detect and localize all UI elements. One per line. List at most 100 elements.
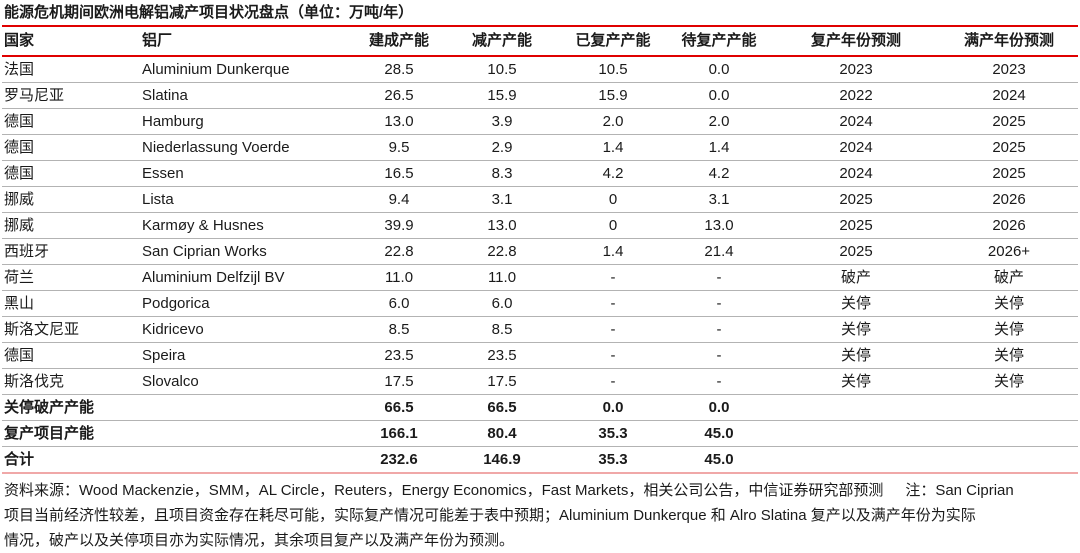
cell: 45.0 [704,425,734,442]
header-cell: 减产产能 [471,32,532,49]
table-title: 能源危机期间欧洲电解铝减产项目状况盘点（单位：万吨/年） [4,4,414,21]
cell: - [716,269,722,286]
cell: 15.9 [598,87,628,104]
cell: 9.4 [388,191,410,208]
cell: 2023 [992,61,1026,78]
table-row: 黑山 Podgorica 6.0 6.0 - - 关停 关停 [2,291,1078,317]
summary-row: 关停破产产能 66.5 66.5 0.0 0.0 [2,395,1078,421]
cell: - [610,295,616,312]
cell: 0.0 [602,399,624,416]
cell: 2023 [839,61,873,78]
cell: 66.5 [487,399,517,416]
cell [940,447,1078,474]
cell: 16.5 [384,165,414,182]
cell: San Ciprian Works [142,243,267,260]
table-row: 荷兰 Aluminium Delfzijl BV 11.0 11.0 - - 破产 破产 [2,265,1078,291]
cell [940,395,1078,421]
table-row: 挪威 Karmøy & Husnes 39.9 13.0 0 13.0 2025 2026 [2,213,1078,239]
cell: 西班牙 [4,243,50,260]
cell: 2025 [839,217,873,234]
cell: 2025 [839,243,873,260]
cell: Speira [142,347,186,364]
table-row: 德国 Hamburg 13.0 3.9 2.0 2.0 2024 2025 [2,109,1078,135]
cell: 法国 [4,61,35,78]
cell: 28.5 [384,61,414,78]
cell: 德国 [4,139,35,156]
cell: 45.0 [704,451,734,468]
cell: 0.0 [708,61,730,78]
table-row: 挪威 Lista 9.4 3.1 0 3.1 2025 2026 [2,187,1078,213]
cell: 13.0 [704,217,734,234]
cell: 6.0 [491,295,513,312]
footnote-line-3: 情况，破产以及关停项目亦为实际情况，其余项目复产以及满产年份为预测。 [4,532,515,549]
cell: 1.4 [602,243,624,260]
cell: 11.0 [384,269,414,286]
cell: - [716,321,722,338]
cell: 22.8 [487,243,517,260]
summary-label: 复产项目产能 [4,425,95,442]
cell: 13.0 [384,113,414,130]
cell: Slovalco [142,373,199,390]
capacity-table: 国家 铝厂 建成产能 减产产能 已复产产能 待复产产能 复产年份预测 满产年份预测 法国 Alu… [2,25,1078,474]
cell: Podgorica [142,295,210,312]
cell: 2025 [992,165,1026,182]
cell: - [610,321,616,338]
cell: Hamburg [142,113,204,130]
cell: 166.1 [380,425,418,442]
cell: 关停 [840,295,871,312]
cell: - [716,373,722,390]
table-row: 斯洛文尼亚 Kidricevo 8.5 8.5 - - 关停 关停 [2,317,1078,343]
cell: 13.0 [487,217,517,234]
cell: 挪威 [4,217,35,234]
cell: 8.5 [388,321,410,338]
cell: - [610,269,616,286]
cell: 破产 [993,269,1024,286]
footnote-line-2: 项目当前经济性较差，且项目资金存在耗尽可能，实际复产情况可能差于表中预期；Alu… [4,507,976,524]
cell: 26.5 [384,87,414,104]
source-text: 资料来源：Wood Mackenzie，SMM，AL Circle，Reuter… [4,482,884,499]
cell: 3.1 [708,191,730,208]
cell: Lista [142,191,174,208]
cell: Essen [142,165,184,182]
cell: 2024 [839,139,873,156]
cell: Karmøy & Husnes [142,217,264,234]
header-row: 国家 铝厂 建成产能 减产产能 已复产产能 待复产产能 复产年份预测 满产年份预测 [2,26,1078,56]
cell: 2026 [992,217,1026,234]
cell: 1.4 [708,139,730,156]
cell: 2025 [992,139,1026,156]
cell [772,447,940,474]
cell: 2026+ [987,243,1031,260]
cell: 2025 [839,191,873,208]
cell: 2024 [839,113,873,130]
cell: 挪威 [4,191,35,208]
cell: 10.5 [598,61,628,78]
cell: 荷兰 [4,269,35,286]
header-cell: 建成产能 [368,32,429,49]
cell: 关停 [993,347,1024,364]
cell: 2024 [992,87,1026,104]
cell: 关停 [840,373,871,390]
footnote-line-1: 资料来源：Wood Mackenzie，SMM，AL Circle，Reuter… [4,478,1076,503]
table-row: 西班牙 San Ciprian Works 22.8 22.8 1.4 21.4 2025 2… [2,239,1078,265]
cell: 德国 [4,347,35,364]
cell: 11.0 [487,269,517,286]
cell: 黑山 [4,295,35,312]
header-cell: 国家 [4,32,35,49]
cell: 0.0 [708,399,730,416]
cell: 罗马尼亚 [4,87,65,104]
cell: 15.9 [487,87,517,104]
table-row: 德国 Essen 16.5 8.3 4.2 4.2 2024 2025 [2,161,1078,187]
cell: 10.5 [487,61,517,78]
cell: - [716,347,722,364]
table-row: 法国 Aluminium Dunkerque 28.5 10.5 10.5 0.0 2023… [2,56,1078,83]
cell: 6.0 [388,295,410,312]
summary-label: 关停破产产能 [4,399,95,416]
cell: 2.0 [602,113,624,130]
cell: 德国 [4,113,35,130]
footnote: 资料来源：Wood Mackenzie，SMM，AL Circle，Reuter… [2,474,1078,553]
table-row: 斯洛伐克 Slovalco 17.5 17.5 - - 关停 关停 [2,369,1078,395]
header-cell: 满产年份预测 [963,32,1054,49]
summary-row: 复产项目产能 166.1 80.4 35.3 45.0 [2,421,1078,447]
cell: 2025 [992,113,1026,130]
cell: 8.5 [491,321,513,338]
